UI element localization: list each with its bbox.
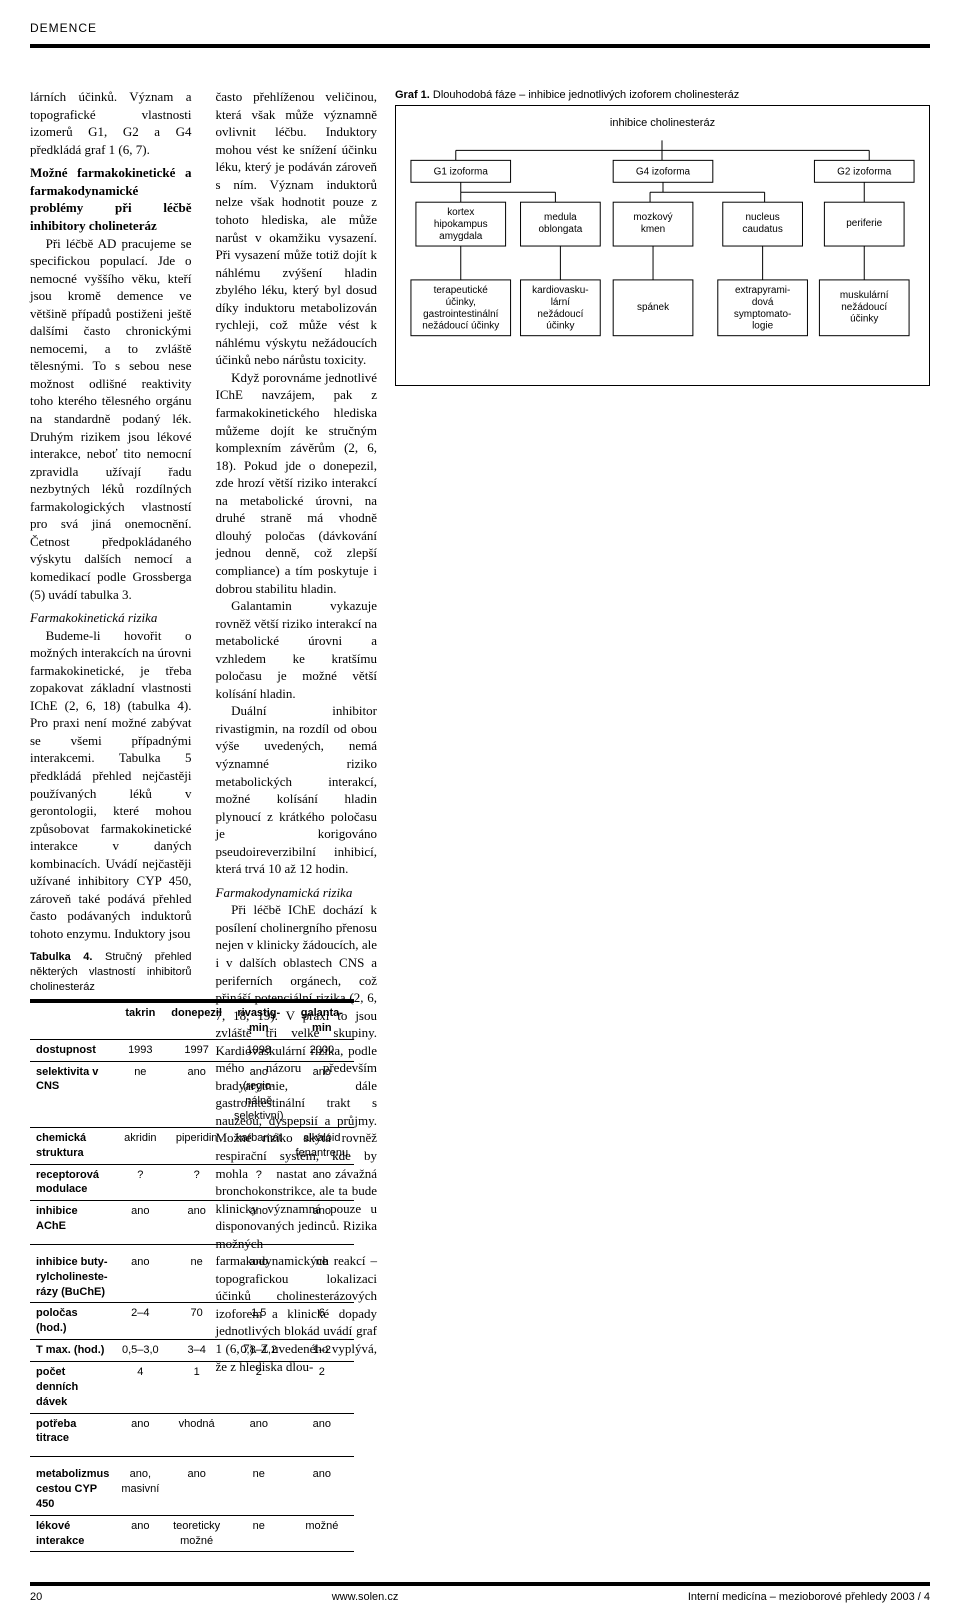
svg-text:nežádoucí: nežádoucí [841, 302, 887, 313]
th: takrin [115, 1001, 165, 1039]
table-cell: metabolizmus cestou CYP 450 [30, 1457, 115, 1516]
figure-svg: G1 izoforma G4 izoforma G2 izoforma [396, 135, 929, 375]
table-cell: ano [165, 1457, 228, 1516]
table-cell: 0,5–3,0 [115, 1340, 165, 1362]
svg-text:nežádoucí účinky: nežádoucí účinky [422, 321, 499, 332]
table-cell: lékové interakce [30, 1515, 115, 1552]
table-cell: 2–4 [115, 1303, 165, 1340]
svg-text:G4 izoforma: G4 izoforma [636, 166, 691, 177]
figure-caption-text: Dlouhodobá fáze – inhibice jednotlivých … [433, 89, 739, 101]
table-row: potřeba titraceanovhodnáanoano [30, 1413, 354, 1457]
table-cell: akridin [115, 1127, 165, 1164]
para-r2: Když porovnáme jednotlivé IChE navzájem,… [216, 369, 378, 597]
table-cell: selektivita v CNS [30, 1061, 115, 1127]
table-4: Tabulka 4. Stručný přehled některých vla… [30, 950, 192, 1552]
table-cell: ano [115, 1413, 165, 1457]
figure-caption-prefix: Graf 1. [395, 89, 430, 101]
table-cell: teoreticky možné [165, 1515, 228, 1552]
table-cell: inhibice AChE [30, 1201, 115, 1245]
svg-text:terapeutické: terapeutické [434, 285, 489, 296]
figure-box: inhibice cholinesteráz G1 izoforma G4 iz… [395, 105, 930, 386]
para-r1: často přehlíženou veličinou, která však … [216, 88, 378, 369]
table-cell: dostupnost [30, 1039, 115, 1061]
table-cell: ano [115, 1515, 165, 1552]
table-cell: 1993 [115, 1039, 165, 1061]
svg-text:muskulární: muskulární [840, 290, 889, 301]
svg-text:kardiovasku-: kardiovasku- [532, 285, 588, 296]
svg-text:logie: logie [752, 321, 773, 332]
table-cell: T max. (hod.) [30, 1340, 115, 1362]
svg-text:spánek: spánek [637, 302, 669, 313]
table-cell: receptorová modulace [30, 1164, 115, 1201]
table-row: lékové interakceanoteoreticky možnénemož… [30, 1515, 354, 1552]
table-cell: ne [228, 1515, 290, 1552]
table-cell: ano [228, 1413, 290, 1457]
figure-caption: Graf 1. Dlouhodobá fáze – inhibice jedno… [395, 88, 930, 103]
subhead-1: Možné farmakokinetické a farmakodynamick… [30, 164, 192, 234]
fig-row2: kortex hipokampus amygdala medula oblong… [416, 202, 904, 246]
figure-top-label: inhibice cholinesteráz [396, 106, 929, 135]
svg-text:hipokampus: hipokampus [434, 219, 488, 230]
svg-text:oblongata: oblongata [539, 224, 583, 235]
svg-text:lární: lární [551, 297, 571, 308]
journal-ref: Interní medicína – mezioborové přehledy … [688, 1590, 930, 1605]
svg-text:nucleus: nucleus [745, 212, 779, 223]
table-cell: ne [115, 1061, 165, 1127]
table-cell: ano [115, 1244, 165, 1303]
svg-text:účinky,: účinky, [446, 297, 476, 308]
subhead-3: Farmakodynamická rizika [216, 884, 378, 902]
para-r5: Při léčbě IChE dochází k posílení cholin… [216, 901, 378, 1375]
table-cell: vhodná [165, 1413, 228, 1457]
svg-text:extrapyrami-: extrapyrami- [735, 285, 790, 296]
table-cell: ano [290, 1413, 355, 1457]
svg-text:G2 izoforma: G2 izoforma [837, 166, 892, 177]
svg-text:kmen: kmen [641, 224, 665, 235]
table-cell: 4 [115, 1362, 165, 1414]
svg-text:gastrointestinální: gastrointestinální [423, 309, 498, 320]
para-2: Budeme-li hovořit o možných interakcích … [30, 627, 192, 943]
table-cell: chemická struktura [30, 1127, 115, 1164]
svg-text:mozkový: mozkový [633, 212, 672, 223]
table-row: metabolizmus cestou CYP 450ano, masivnía… [30, 1457, 354, 1516]
table-cell: inhibice buty-rylcholineste-rázy (BuChE) [30, 1244, 115, 1303]
para-r4: Duální inhibitor rivastigmin, na rozdíl … [216, 702, 378, 877]
svg-text:caudatus: caudatus [742, 224, 782, 235]
svg-text:amygdala: amygdala [439, 231, 483, 242]
table-cell: ? [115, 1164, 165, 1201]
table-cell: potřeba titrace [30, 1413, 115, 1457]
svg-text:dová: dová [752, 297, 774, 308]
section-label: DEMENCE [30, 20, 930, 36]
svg-text:nežádoucí: nežádoucí [537, 309, 583, 320]
svg-text:kortex: kortex [447, 207, 474, 218]
table-cell: možné [290, 1515, 355, 1552]
table-cell: ne [228, 1457, 290, 1516]
svg-text:periferie: periferie [846, 218, 882, 229]
fig-row1: G1 izoforma G4 izoforma G2 izoforma [411, 160, 914, 182]
table-4-caption-prefix: Tabulka 4. [30, 951, 92, 963]
page-footer: 20 www.solen.cz Interní medicína – mezio… [30, 1582, 930, 1605]
svg-text:účinky: účinky [850, 314, 878, 325]
th [30, 1001, 115, 1039]
subhead-2: Farmakokinetická rizika [30, 609, 192, 627]
para-r3: Galantamin vykazuje rovněž větší riziko … [216, 597, 378, 702]
table-cell: ano, masivní [115, 1457, 165, 1516]
article-body: Graf 1. Dlouhodobá fáze – inhibice jedno… [30, 88, 930, 1552]
text-columns: lárních účinků. Význam a topografické vl… [30, 88, 377, 1552]
table-4-caption: Tabulka 4. Stručný přehled některých vla… [30, 950, 192, 995]
table-cell: ano [290, 1457, 355, 1516]
footer-url: www.solen.cz [332, 1590, 399, 1605]
table-cell: ano [115, 1201, 165, 1245]
svg-text:symptomato-: symptomato- [734, 309, 792, 320]
header-rule [30, 44, 930, 48]
svg-text:účinky: účinky [546, 321, 574, 332]
fig-row3: terapeutické účinky, gastrointestinální … [411, 280, 909, 336]
table-cell: poločas (hod.) [30, 1303, 115, 1340]
svg-text:G1 izoforma: G1 izoforma [434, 166, 489, 177]
page-number: 20 [30, 1590, 42, 1605]
table-cell: počet denních dávek [30, 1362, 115, 1414]
svg-text:medula: medula [544, 212, 577, 223]
intro-para: lárních účinků. Význam a topografické vl… [30, 88, 192, 158]
figure-1: Graf 1. Dlouhodobá fáze – inhibice jedno… [395, 88, 930, 386]
para-1: Při léčbě AD pracujeme se specifickou po… [30, 235, 192, 603]
